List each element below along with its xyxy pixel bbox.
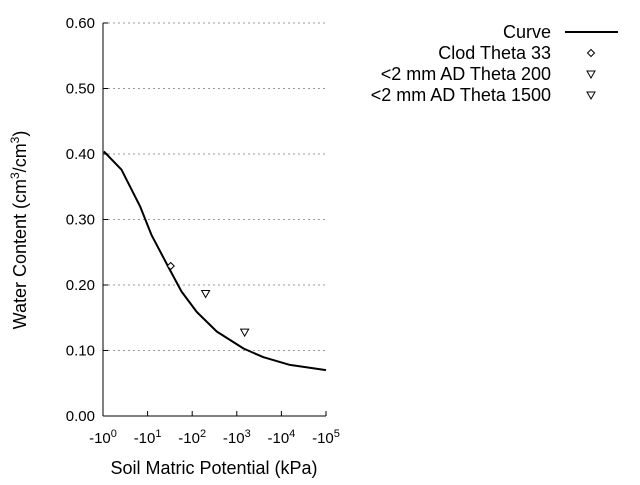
y-tick-label: 0.20 xyxy=(66,277,95,294)
legend-marker-triangle-down xyxy=(586,91,596,101)
x-tick-label: -102 xyxy=(178,428,206,447)
legend-label: <2 mm AD Theta 1500 xyxy=(371,85,551,105)
y-tick-label: 0.00 xyxy=(66,408,95,425)
y-tick-label: 0.10 xyxy=(66,343,95,360)
legend-label: <2 mm AD Theta 200 xyxy=(381,64,551,84)
gridlines xyxy=(102,22,327,417)
legend-label: Clod Theta 33 xyxy=(438,43,551,63)
x-tick-label: -104 xyxy=(267,428,295,447)
curve-line xyxy=(103,150,327,372)
y-tick-label: 0.30 xyxy=(66,212,95,229)
legend-marker-diamond xyxy=(586,48,596,58)
series-layer xyxy=(103,150,327,372)
data-point-triangle-down xyxy=(200,290,211,299)
x-tick-label: -105 xyxy=(312,428,340,447)
x-tick-label: -103 xyxy=(223,428,251,447)
legend-label: Curve xyxy=(503,22,551,42)
y-tick-labels: 0.00 0.10 0.20 0.30 0.40 0.50 0.60 xyxy=(66,15,95,425)
data-point-triangle-down xyxy=(239,328,250,338)
legend-marker-triangle-down xyxy=(586,70,596,80)
x-tick-labels: -100 -101 -102 -103 -104 -105 xyxy=(89,428,340,447)
data-point-diamond xyxy=(166,261,175,271)
x-tick-label: -100 xyxy=(89,428,117,447)
y-tick-label: 0.60 xyxy=(66,15,95,32)
x-axis-title: Soil Matric Potential (kPa) xyxy=(110,458,317,478)
y-tick-label: 0.50 xyxy=(66,81,95,98)
x-tick-label: -101 xyxy=(134,428,162,447)
y-axis-title: Water Content (cm3/cm3) xyxy=(8,131,30,330)
y-tick-label: 0.40 xyxy=(66,146,95,163)
